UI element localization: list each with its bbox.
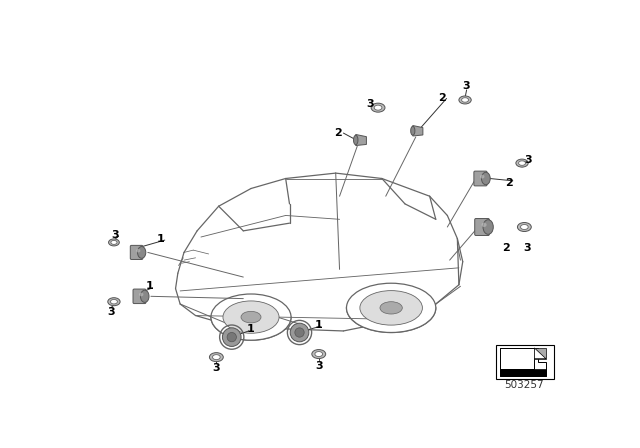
Polygon shape — [413, 125, 423, 136]
FancyBboxPatch shape — [133, 289, 146, 304]
Ellipse shape — [518, 161, 525, 165]
Ellipse shape — [139, 293, 143, 296]
Circle shape — [290, 323, 309, 342]
Ellipse shape — [109, 239, 119, 246]
Ellipse shape — [483, 220, 493, 234]
Text: 3: 3 — [367, 99, 374, 109]
Bar — [500, 348, 534, 370]
Text: 3: 3 — [463, 81, 470, 91]
Ellipse shape — [461, 98, 468, 102]
Polygon shape — [356, 134, 367, 146]
Ellipse shape — [138, 246, 146, 258]
FancyBboxPatch shape — [475, 219, 490, 236]
Text: 1: 1 — [247, 324, 255, 334]
Text: 3: 3 — [524, 155, 532, 165]
Polygon shape — [534, 348, 546, 359]
Text: 2: 2 — [438, 94, 446, 103]
Text: 3: 3 — [107, 307, 115, 318]
Text: 3: 3 — [212, 363, 220, 373]
Bar — [500, 370, 546, 375]
Text: 503257: 503257 — [504, 380, 544, 390]
Text: 3: 3 — [523, 243, 531, 253]
Ellipse shape — [223, 301, 279, 333]
Text: 2: 2 — [502, 243, 509, 253]
Circle shape — [295, 328, 304, 337]
FancyBboxPatch shape — [131, 246, 143, 259]
Circle shape — [223, 328, 241, 346]
Ellipse shape — [241, 311, 261, 323]
Ellipse shape — [111, 241, 117, 245]
Text: 3: 3 — [315, 361, 323, 370]
Ellipse shape — [212, 355, 220, 360]
Text: 2: 2 — [334, 128, 342, 138]
Ellipse shape — [360, 291, 422, 325]
Ellipse shape — [516, 159, 528, 167]
Ellipse shape — [481, 223, 486, 227]
Ellipse shape — [209, 353, 223, 362]
Text: 2: 2 — [505, 178, 513, 188]
Bar — [496, 345, 554, 379]
Ellipse shape — [480, 175, 484, 178]
Ellipse shape — [140, 290, 149, 302]
Ellipse shape — [380, 302, 403, 314]
Ellipse shape — [111, 299, 117, 304]
Ellipse shape — [136, 249, 140, 252]
Polygon shape — [500, 348, 546, 375]
Ellipse shape — [353, 135, 358, 145]
Polygon shape — [534, 348, 546, 359]
Ellipse shape — [312, 349, 326, 358]
Ellipse shape — [108, 298, 120, 306]
Ellipse shape — [211, 294, 291, 340]
Ellipse shape — [517, 223, 531, 232]
Ellipse shape — [459, 96, 471, 104]
Ellipse shape — [374, 105, 382, 110]
FancyBboxPatch shape — [474, 171, 487, 186]
Ellipse shape — [346, 283, 436, 332]
Ellipse shape — [371, 103, 385, 112]
Text: 1: 1 — [156, 233, 164, 244]
Ellipse shape — [520, 224, 528, 229]
Ellipse shape — [315, 352, 323, 357]
Circle shape — [227, 332, 236, 342]
Text: 1: 1 — [315, 320, 323, 330]
Text: 1: 1 — [145, 281, 153, 291]
Ellipse shape — [411, 126, 415, 135]
Text: 3: 3 — [111, 230, 119, 240]
Ellipse shape — [481, 172, 490, 185]
